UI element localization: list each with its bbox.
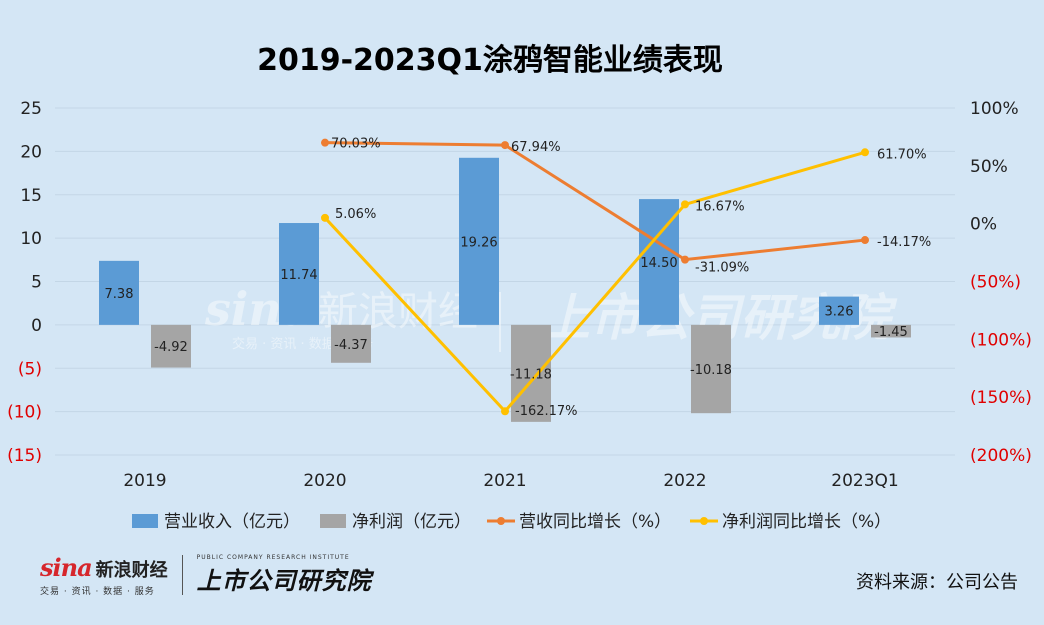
left-axis-tick: (5) xyxy=(18,359,42,379)
bar-data-label: -10.18 xyxy=(690,363,732,378)
line-data-label: 67.94% xyxy=(511,140,561,155)
bar-data-label: 19.26 xyxy=(460,235,497,250)
line-point xyxy=(681,200,689,209)
left-axis-tick: 10 xyxy=(20,229,42,249)
right-axis-tick: (50%) xyxy=(970,273,1021,293)
sina-word: sina xyxy=(40,553,93,582)
legend-label: 营收同比增长（%） xyxy=(519,512,671,532)
bar xyxy=(331,324,371,363)
line-data-label: 5.06% xyxy=(335,207,376,222)
sina-sub: 交易 · 资讯 · 数据 · 服务 xyxy=(40,587,155,597)
bar xyxy=(279,223,319,325)
bar xyxy=(511,324,551,422)
bar-data-label: 14.50 xyxy=(640,256,677,271)
left-axis-tick: (15) xyxy=(7,446,42,466)
left-axis-tick: 20 xyxy=(20,142,42,162)
legend-label: 净利润（亿元） xyxy=(352,512,471,532)
chart-title: 2019-2023Q1涂鸦智能业绩表现 xyxy=(257,43,723,78)
x-axis-tick: 2019 xyxy=(123,471,166,491)
bar-data-label: -4.37 xyxy=(334,338,368,353)
series-line xyxy=(324,141,866,262)
axis-ticks: 25 20 15 10 5 0 (5) (10) (15) 100% 50% 0% (50%) (100%… xyxy=(7,99,1032,491)
left-axis-tick: (10) xyxy=(7,403,42,423)
bar xyxy=(151,324,191,368)
right-axis-tick: 0% xyxy=(970,215,997,235)
left-axis-tick: 0 xyxy=(31,316,42,336)
sina-logo: sina 新浪财经 交易 · 资讯 · 数据 · 服务 xyxy=(40,553,168,597)
legend-label: 净利润同比增长（%） xyxy=(722,512,891,532)
institute-logo: PUBLIC COMPANY RESEARCH INSTITUTE 上市公司研究… xyxy=(197,554,372,596)
legend-swatch xyxy=(132,514,158,528)
bar-data-label: 7.38 xyxy=(105,287,134,302)
line-point xyxy=(681,255,689,264)
bar xyxy=(819,296,859,325)
source-note: 资料来源：公司公告 xyxy=(856,572,1018,593)
right-axis-tick: (150%) xyxy=(970,388,1032,408)
divider xyxy=(181,555,183,595)
gridlines xyxy=(55,107,955,456)
bar xyxy=(691,324,731,414)
bar-data-label: -4.92 xyxy=(154,340,188,355)
left-axis-tick: 25 xyxy=(20,99,42,119)
line-point xyxy=(321,213,329,222)
institute-cn: 上市公司研究院 xyxy=(196,567,372,595)
x-axis-tick: 2022 xyxy=(663,471,706,491)
footer-logo: sina 新浪财经 交易 · 资讯 · 数据 · 服务 PUBLIC COMPA… xyxy=(40,553,372,597)
bar xyxy=(871,324,911,338)
lines xyxy=(321,138,869,416)
right-axis-tick: 50% xyxy=(970,157,1008,177)
line-data-label: 16.67% xyxy=(695,199,745,214)
legend-swatch xyxy=(320,514,346,528)
line-point xyxy=(861,236,869,245)
right-axis-tick: (200%) xyxy=(970,446,1032,466)
bar-data-label: 11.74 xyxy=(280,268,317,283)
line-data-label: -14.17% xyxy=(877,235,931,250)
line-point xyxy=(501,407,509,416)
legend: 营业收入（亿元） 净利润（亿元） 营收同比增长（%） 净利润同比增长（%） xyxy=(132,512,891,532)
line-data-label: 61.70% xyxy=(877,147,927,162)
institute-en: PUBLIC COMPANY RESEARCH INSTITUTE xyxy=(196,554,350,561)
line-point xyxy=(321,138,329,147)
bars xyxy=(99,157,911,422)
legend-marker xyxy=(497,517,505,525)
x-axis-tick: 2023Q1 xyxy=(831,471,898,491)
bar-data-label: -11.18 xyxy=(510,367,552,382)
right-axis-tick: 100% xyxy=(970,99,1019,119)
legend-marker xyxy=(700,517,708,525)
x-axis-tick: 2021 xyxy=(483,471,526,491)
line-point xyxy=(861,148,869,157)
line-point xyxy=(501,141,509,150)
line-data-label: 70.03% xyxy=(331,137,381,152)
bar-data-label: 3.26 xyxy=(825,305,854,320)
bar-data-label: -1.45 xyxy=(874,325,908,340)
left-axis-tick: 5 xyxy=(31,273,42,293)
data-labels: 7.38 11.74 19.26 14.50 3.26 -4.92 -4.37 -11.18 -… xyxy=(105,137,932,420)
series-line xyxy=(323,150,866,414)
left-axis-tick: 15 xyxy=(20,186,42,206)
line-data-label: -162.17% xyxy=(515,404,578,419)
x-axis-tick: 2020 xyxy=(303,471,346,491)
line-data-label: -31.09% xyxy=(695,261,749,276)
sina-cn: 新浪财经 xyxy=(95,560,168,581)
bar xyxy=(99,260,139,325)
right-axis-tick: (100%) xyxy=(970,330,1032,350)
bar xyxy=(459,157,499,325)
legend-label: 营业收入（亿元） xyxy=(164,512,300,532)
